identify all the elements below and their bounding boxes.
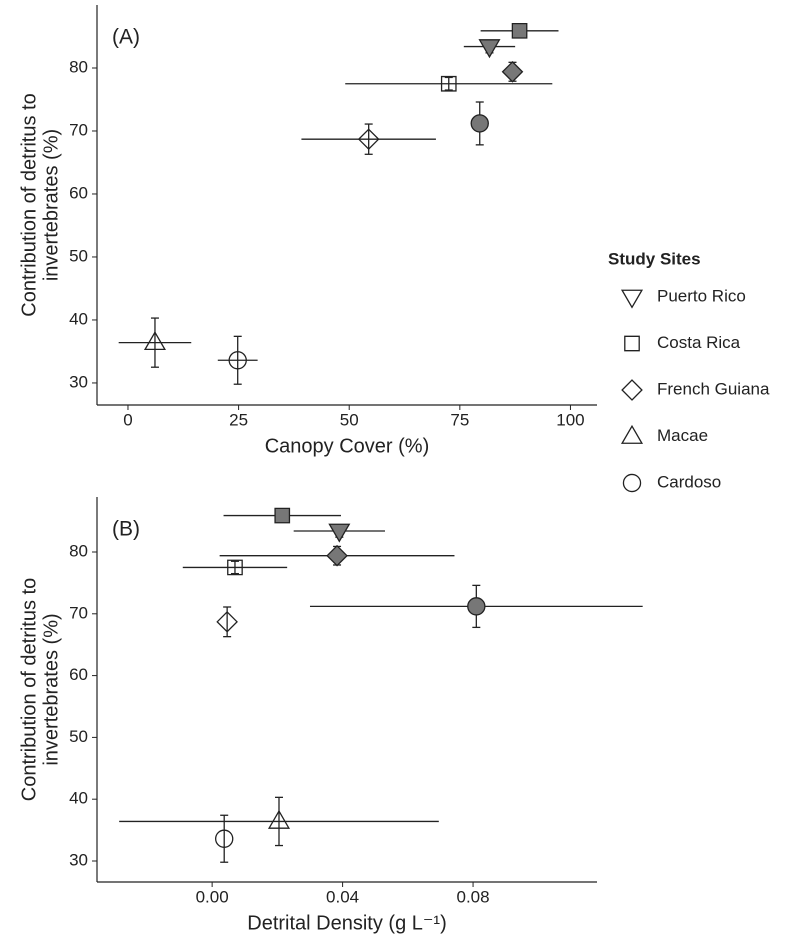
point — [215, 829, 234, 848]
point — [228, 351, 247, 370]
point — [467, 597, 486, 616]
x-tick-label: 0 — [123, 410, 132, 429]
legend-marker — [622, 473, 642, 493]
y-tick-label: 40 — [69, 309, 88, 328]
point — [478, 39, 501, 59]
x-tick-label: 0.00 — [196, 887, 229, 906]
legend-label: Costa Rica — [657, 333, 741, 352]
y-tick-label: 60 — [69, 183, 88, 202]
point — [440, 75, 457, 92]
x-tick-label: 0.04 — [326, 887, 359, 906]
point — [328, 523, 351, 543]
y-tick-label: 60 — [69, 665, 88, 684]
point — [216, 611, 238, 633]
point — [511, 22, 528, 39]
y-axis-title: Contribution of detritus to — [18, 93, 40, 316]
x-axis-title: Canopy Cover (%) — [265, 435, 430, 457]
point — [267, 809, 291, 829]
x-axis-title: Detrital Density (g L⁻¹) — [247, 912, 447, 934]
x-tick-label: 75 — [450, 410, 469, 429]
y-tick-label: 70 — [69, 120, 88, 139]
y-tick-label: 40 — [69, 789, 88, 808]
legend-label: Puerto Rico — [657, 286, 746, 305]
legend-marker — [624, 335, 640, 352]
y-tick-label: 80 — [69, 541, 88, 560]
y-axis-title: Contribution of detritus to — [18, 578, 40, 801]
y-tick-label: 50 — [69, 727, 88, 746]
x-tick-label: 0.08 — [457, 887, 490, 906]
x-tick-label: 25 — [229, 410, 248, 429]
y-tick-label: 70 — [69, 603, 88, 622]
legend-label: Macae — [657, 426, 708, 445]
x-tick-label: 50 — [340, 410, 359, 429]
point — [357, 128, 380, 150]
y-tick-label: 30 — [69, 372, 88, 391]
x-tick-label: 100 — [556, 410, 584, 429]
y-tick-label: 80 — [69, 57, 88, 76]
point — [470, 114, 489, 133]
panel-title: (B) — [112, 518, 140, 541]
point — [143, 330, 166, 351]
legend-marker — [621, 379, 643, 401]
y-axis-title: invertebrates (%) — [40, 129, 62, 281]
point — [227, 559, 243, 576]
point — [326, 544, 348, 567]
y-tick-label: 50 — [69, 246, 88, 265]
legend-label: French Guiana — [657, 379, 770, 398]
legend-marker — [620, 289, 644, 309]
panel-title: (A) — [112, 26, 140, 49]
y-tick-label: 30 — [69, 850, 88, 869]
legend-title: Study Sites — [608, 249, 701, 268]
y-axis-title: invertebrates (%) — [40, 613, 62, 765]
point — [501, 60, 524, 83]
legend-label: Cardoso — [657, 472, 721, 491]
legend-marker — [620, 424, 644, 444]
point — [274, 507, 291, 524]
